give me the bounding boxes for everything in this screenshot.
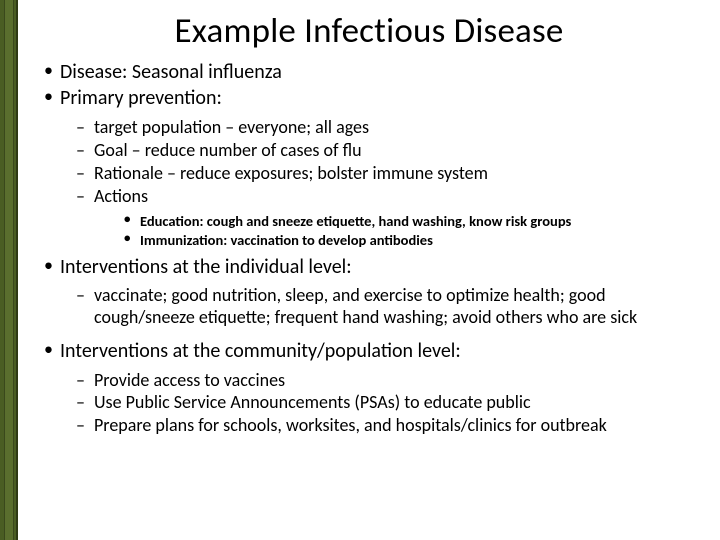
bullet-list-lvl3: Education: cough and sneeze etiquette, h…: [94, 212, 700, 249]
sub-actions: Actions Education: cough and sneeze etiq…: [60, 186, 700, 249]
bullet-text: Disease: Seasonal influenza: [60, 60, 282, 84]
bullet-text: Interventions at the community/populatio…: [60, 339, 461, 363]
bullet-text: Goal – reduce number of cases of flu: [94, 139, 362, 161]
bullet-individual-interventions: Interventions at the individual level: v…: [38, 255, 700, 337]
sub-psa: Use Public Service Announcements (PSAs) …: [60, 392, 700, 414]
subsub-education: Education: cough and sneeze etiquette, h…: [94, 212, 700, 230]
bullet-list-lvl1: Disease: Seasonal influenza Primary prev…: [38, 60, 700, 437]
sub-rationale: Rationale – reduce exposures; bolster im…: [60, 163, 700, 185]
bullet-text: target population – everyone; all ages: [94, 116, 369, 138]
sub-access-vaccines: Provide access to vaccines: [60, 370, 700, 392]
slide-content: Example Infectious Disease Disease: Seas…: [18, 0, 720, 540]
bullet-text: Education: cough and sneeze etiquette, h…: [140, 212, 571, 230]
bullet-disease: Disease: Seasonal influenza: [38, 60, 700, 84]
sub-target-population: target population – everyone; all ages: [60, 117, 700, 139]
subsub-immunization: Immunization: vaccination to develop ant…: [94, 231, 700, 249]
bullet-list-lvl2: Provide access to vaccines Use Public Se…: [60, 370, 700, 438]
bullet-text: Prepare plans for schools, worksites, an…: [94, 414, 607, 436]
bullet-list-lvl2: target population – everyone; all ages G…: [60, 117, 700, 249]
sub-prepare-plans: Prepare plans for schools, worksites, an…: [60, 415, 700, 437]
bullet-text: vaccinate; good nutrition, sleep, and ex…: [94, 284, 637, 328]
bullet-text: Primary prevention:: [60, 86, 222, 110]
bullet-text: Provide access to vaccines: [94, 369, 285, 391]
slide-sidebar-decor: [0, 0, 18, 540]
bullet-text: Actions: [94, 185, 148, 207]
sub-individual-actions: vaccinate; good nutrition, sleep, and ex…: [60, 285, 700, 329]
bullet-list-lvl2: vaccinate; good nutrition, sleep, and ex…: [60, 285, 700, 329]
bullet-primary-prevention: Primary prevention: target population – …: [38, 86, 700, 248]
slide-sidebar-inner: [4, 0, 14, 540]
bullet-text: Rationale – reduce exposures; bolster im…: [94, 162, 488, 184]
bullet-text: Use Public Service Announcements (PSAs) …: [94, 391, 531, 413]
slide-title: Example Infectious Disease: [38, 10, 700, 52]
bullet-text: Interventions at the individual level:: [60, 255, 352, 279]
sub-goal: Goal – reduce number of cases of flu: [60, 140, 700, 162]
bullet-community-interventions: Interventions at the community/populatio…: [38, 339, 700, 437]
bullet-text: Immunization: vaccination to develop ant…: [140, 231, 433, 249]
